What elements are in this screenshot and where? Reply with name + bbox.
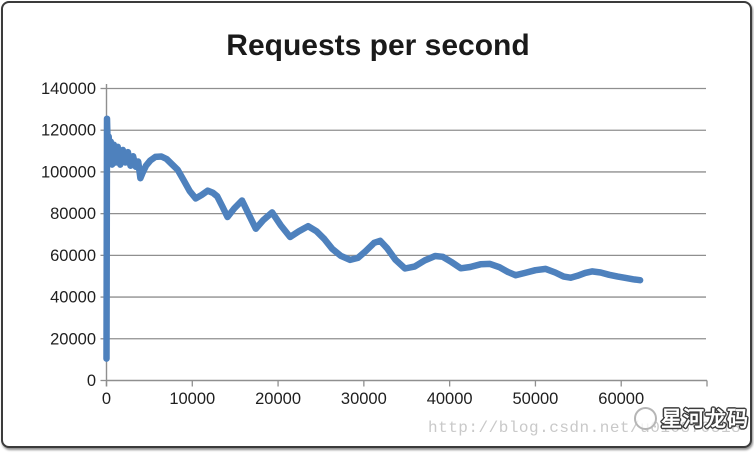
x-tick-label: 0: [102, 390, 111, 408]
y-tick-label: 140000: [41, 80, 96, 98]
watermark-logo: 星河龙码: [634, 403, 749, 433]
y-tick-label: 0: [87, 372, 96, 390]
x-tick-label: 40000: [427, 390, 473, 408]
series-line: [103, 115, 644, 362]
y-tick-label: 120000: [41, 122, 96, 140]
chart-title: Requests per second: [226, 29, 530, 62]
y-tick-label: 80000: [50, 205, 96, 223]
x-tick-label: 30000: [341, 390, 387, 408]
y-tick-label: 20000: [50, 330, 96, 348]
x-tick-label: 10000: [169, 390, 215, 408]
x-tick-label: 20000: [255, 390, 301, 408]
x-tick-label: 60000: [598, 390, 644, 408]
watermark-url-text: http://blog.csdn.net/u010870518: [428, 419, 742, 437]
x-tick-label: 50000: [512, 390, 558, 408]
watermark-logo-text: 星河龙码: [661, 408, 749, 431]
y-tick-label: 40000: [50, 289, 96, 307]
y-tick-label: 100000: [41, 163, 96, 181]
y-tick-label: 60000: [50, 247, 96, 265]
circle-badge-icon: [634, 406, 657, 430]
